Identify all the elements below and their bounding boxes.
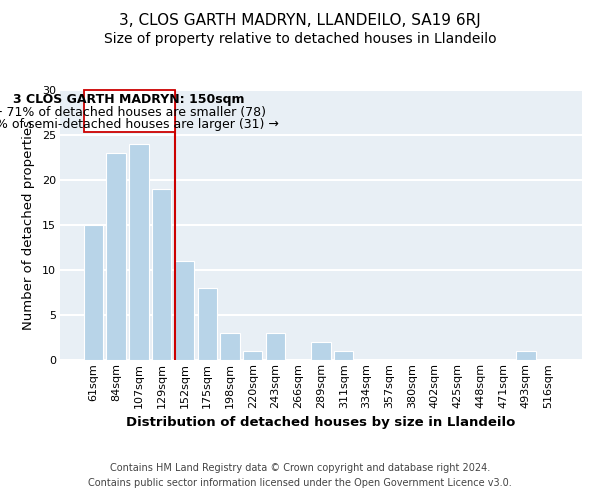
X-axis label: Distribution of detached houses by size in Llandeilo: Distribution of detached houses by size …: [127, 416, 515, 429]
Text: 28% of semi-detached houses are larger (31) →: 28% of semi-detached houses are larger (…: [0, 118, 278, 132]
Bar: [106, 153, 126, 360]
Text: ← 71% of detached houses are smaller (78): ← 71% of detached houses are smaller (78…: [0, 106, 266, 118]
Bar: [175, 261, 194, 360]
Bar: [129, 144, 149, 360]
Bar: [266, 333, 285, 360]
Bar: [243, 351, 262, 360]
Text: Size of property relative to detached houses in Llandeilo: Size of property relative to detached ho…: [104, 32, 496, 46]
Bar: [311, 342, 331, 360]
Text: Contains HM Land Registry data © Crown copyright and database right 2024.
Contai: Contains HM Land Registry data © Crown c…: [88, 462, 512, 487]
Y-axis label: Number of detached properties: Number of detached properties: [22, 120, 35, 330]
Bar: [334, 351, 353, 360]
Bar: [220, 333, 239, 360]
FancyBboxPatch shape: [84, 90, 175, 132]
Bar: [516, 351, 536, 360]
Bar: [84, 225, 103, 360]
Text: 3 CLOS GARTH MADRYN: 150sqm: 3 CLOS GARTH MADRYN: 150sqm: [13, 92, 245, 106]
Bar: [152, 189, 172, 360]
Bar: [197, 288, 217, 360]
Text: 3, CLOS GARTH MADRYN, LLANDEILO, SA19 6RJ: 3, CLOS GARTH MADRYN, LLANDEILO, SA19 6R…: [119, 12, 481, 28]
